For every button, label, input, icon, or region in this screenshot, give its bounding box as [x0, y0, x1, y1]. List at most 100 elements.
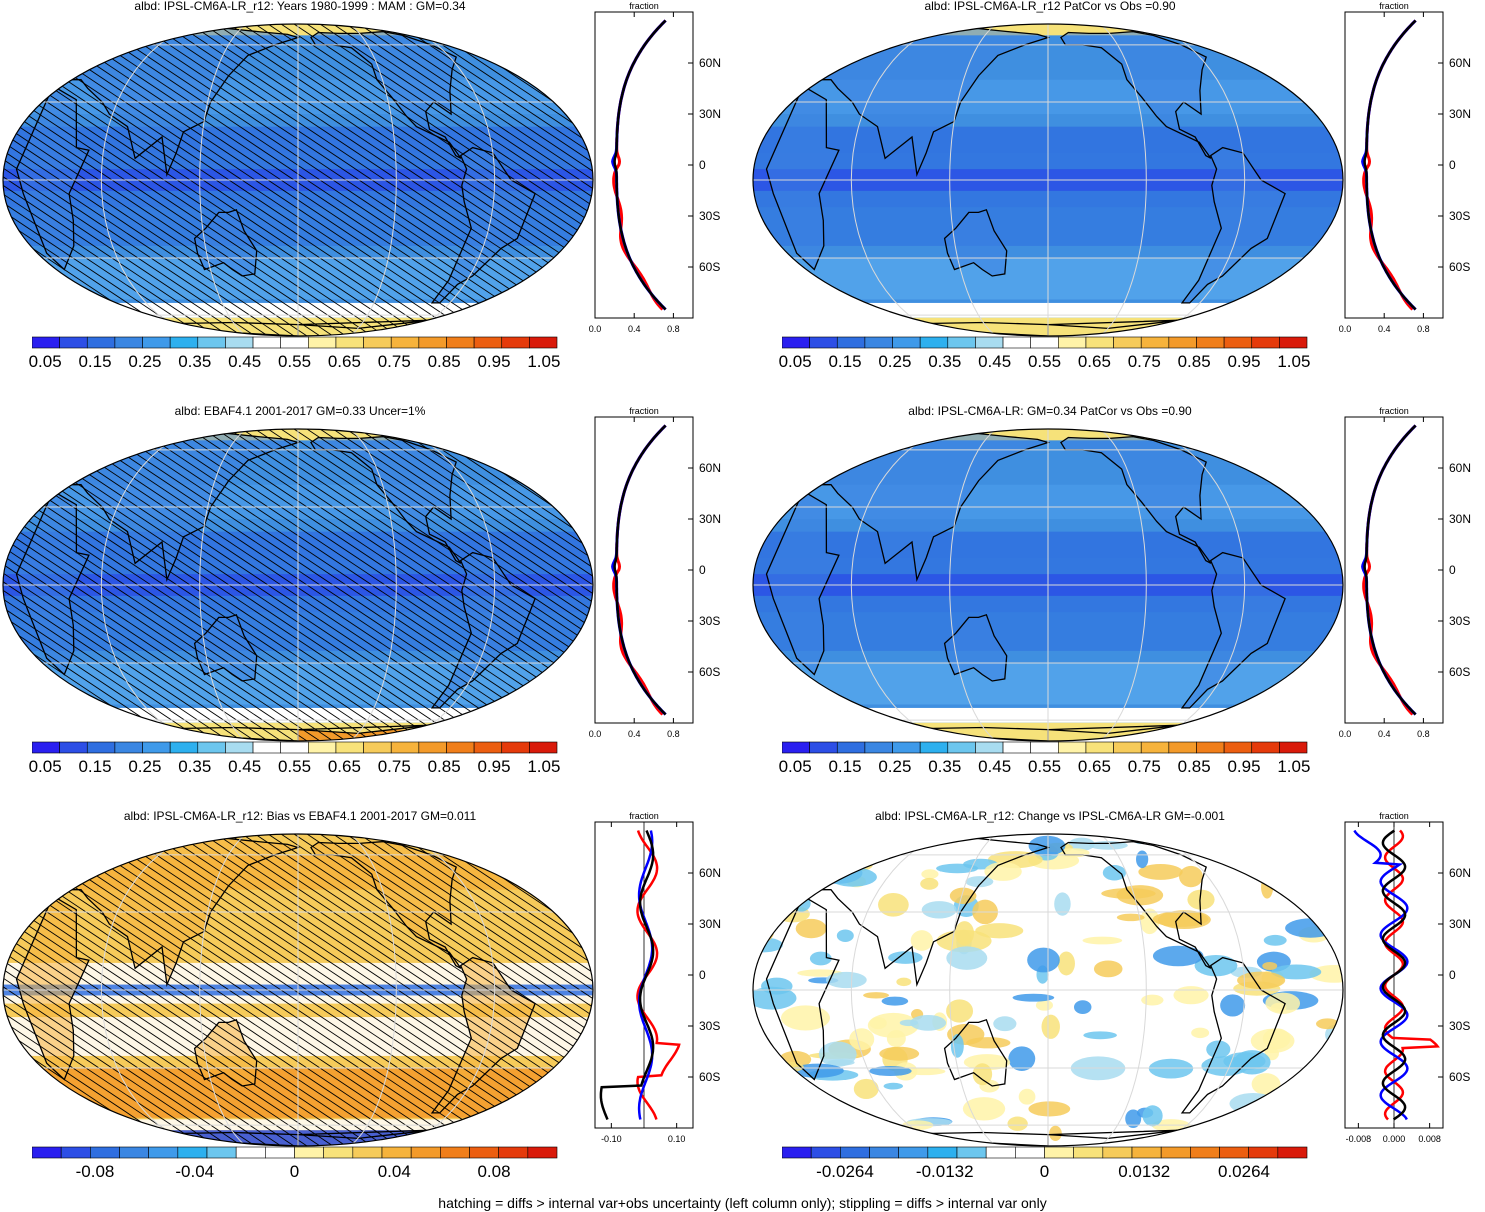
colorbar-swatch	[1196, 741, 1225, 754]
colorbar-swatch	[197, 741, 226, 754]
zonal-xtick: 0.000	[1383, 1134, 1406, 1144]
colorbar-tick: 0.05	[28, 757, 62, 776]
zonal-ytick: 60N	[1449, 866, 1471, 880]
colorbar-swatch	[142, 336, 171, 349]
lat-band	[3, 24, 593, 36]
anomaly-blob	[1158, 836, 1182, 846]
anomaly-blob	[1276, 834, 1325, 860]
lat-band	[753, 317, 1343, 336]
anomaly-blob	[1250, 1028, 1295, 1054]
zonal-xtick: 0.4	[1378, 324, 1391, 334]
anomaly-blob	[965, 876, 994, 888]
colorbar-swatch	[308, 741, 337, 754]
colorbar-swatch	[308, 336, 337, 349]
colorbar-swatch	[90, 1146, 120, 1159]
anomaly-blob	[1251, 1073, 1281, 1095]
lat-band	[3, 317, 593, 336]
zonal-xtick: 0.0	[1339, 729, 1352, 739]
zonal-frame	[1344, 11, 1444, 319]
zonal-label: fraction	[629, 1, 659, 11]
map-outline	[2, 833, 594, 1147]
anomaly-blob	[1028, 1101, 1071, 1117]
zonal-black-curve	[1363, 19, 1417, 311]
zonal-black-curve	[599, 830, 655, 1120]
panel-6: albd: IPSL-CM6A-LR_r12: Change vs IPSL-C…	[750, 809, 1485, 1205]
anomaly-blob	[1102, 864, 1126, 881]
anomaly-blob	[1007, 1116, 1028, 1131]
colorbar-tick: 0.95	[477, 352, 511, 371]
zonal-xtick: 0.8	[1417, 324, 1430, 334]
colorbar-labels: 0.05 0.15 0.25 0.35 0.45 0.55 0.65 0.75 0.85 0.95…	[29, 352, 562, 376]
colorbar-swatch	[381, 1146, 412, 1159]
colorbar-swatch	[1073, 1146, 1104, 1159]
lat-band	[753, 722, 1343, 741]
colorbar-swatch	[1168, 336, 1197, 349]
anomaly-blob	[993, 1016, 1017, 1032]
colorbar-swatch	[169, 336, 199, 349]
anomaly-blob	[780, 1005, 830, 1031]
colorbar-tick: 1.05	[527, 757, 561, 776]
colorbar-swatch	[390, 336, 420, 349]
colorbar-swatch	[32, 1146, 62, 1159]
zonal-ytick: 30S	[1449, 1019, 1470, 1033]
colorbar-swatch	[1113, 741, 1142, 754]
anomaly-blob	[949, 887, 977, 904]
anomaly-blob	[936, 929, 992, 953]
zonal-xtick: 0.8	[667, 324, 680, 334]
colorbar-swatch	[529, 336, 558, 349]
coastline-samerica	[430, 956, 536, 1114]
colorbar-swatch	[1002, 741, 1031, 754]
zonal-ytick: 60N	[699, 866, 721, 880]
anomaly-blob	[1027, 947, 1060, 973]
anomaly-blob	[1319, 834, 1336, 848]
graticule	[3, 834, 593, 1146]
colorbar-tick: 0.75	[377, 757, 411, 776]
zonal-black-curve	[613, 19, 667, 311]
colorbar-tick: 0.15	[78, 352, 112, 371]
colorbar-swatch	[1279, 336, 1308, 349]
zonal-ytick: 0	[1449, 158, 1456, 172]
colorbar-swatch	[59, 741, 88, 754]
anomaly-blob	[836, 929, 854, 943]
panel-title: albd: EBAF4.1 2001-2017 GM=0.33 Uncer=1%	[174, 404, 426, 418]
anomaly-blob	[1074, 1000, 1092, 1015]
anomaly-blob	[972, 1063, 993, 1086]
coastline-samerica	[1180, 551, 1286, 709]
colorbar-tick: -0.08	[75, 1162, 115, 1181]
colorbar-tick: 0.15	[828, 757, 862, 776]
anomaly-blob	[946, 999, 974, 1023]
anomaly-blob	[1018, 1088, 1036, 1105]
anomaly-blob	[808, 838, 856, 845]
panel-title: albd: IPSL-CM6A-LR_r12: Change vs IPSL-C…	[875, 809, 1225, 823]
anomaly-blob	[1028, 835, 1066, 856]
zonal-label: fraction	[629, 811, 659, 821]
anomaly-blob	[910, 930, 933, 951]
colorbar-swatch	[840, 1146, 870, 1159]
coastline-australia	[193, 613, 258, 682]
anomaly-blob	[825, 971, 867, 989]
colorbar-tick: 0.55	[277, 757, 312, 776]
coastline-australia	[943, 1018, 1008, 1087]
colorbar-swatch	[1251, 741, 1280, 754]
coastline-samerica	[430, 551, 536, 709]
colorbar-swatch	[418, 336, 447, 349]
colorbar-swatch	[1196, 336, 1225, 349]
zonal-red-curve	[1362, 19, 1417, 311]
colorbar-tick: 0.55	[1027, 757, 1062, 776]
lat-band	[3, 258, 593, 300]
colorbar-swatch	[1277, 1146, 1308, 1159]
zonal-black-curve	[1363, 424, 1417, 716]
colorbar-swatch	[169, 741, 199, 754]
colorbar-swatch	[86, 336, 116, 349]
anomaly-blob	[1262, 961, 1278, 971]
anomaly-blob	[1141, 994, 1164, 1006]
coastline-australia	[943, 613, 1008, 682]
colorbar-tick: 0.04	[377, 1162, 411, 1181]
zonal-frame	[1344, 416, 1444, 724]
panel-title: albd: IPSL-CM6A-LR: GM=0.34 PatCor vs Ob…	[908, 404, 1192, 418]
colorbar-swatch	[59, 336, 88, 349]
hatching	[3, 834, 593, 1146]
anomaly-blob	[1082, 936, 1123, 945]
colorbar-swatch	[177, 1146, 208, 1159]
colorbar-swatch	[114, 741, 143, 754]
